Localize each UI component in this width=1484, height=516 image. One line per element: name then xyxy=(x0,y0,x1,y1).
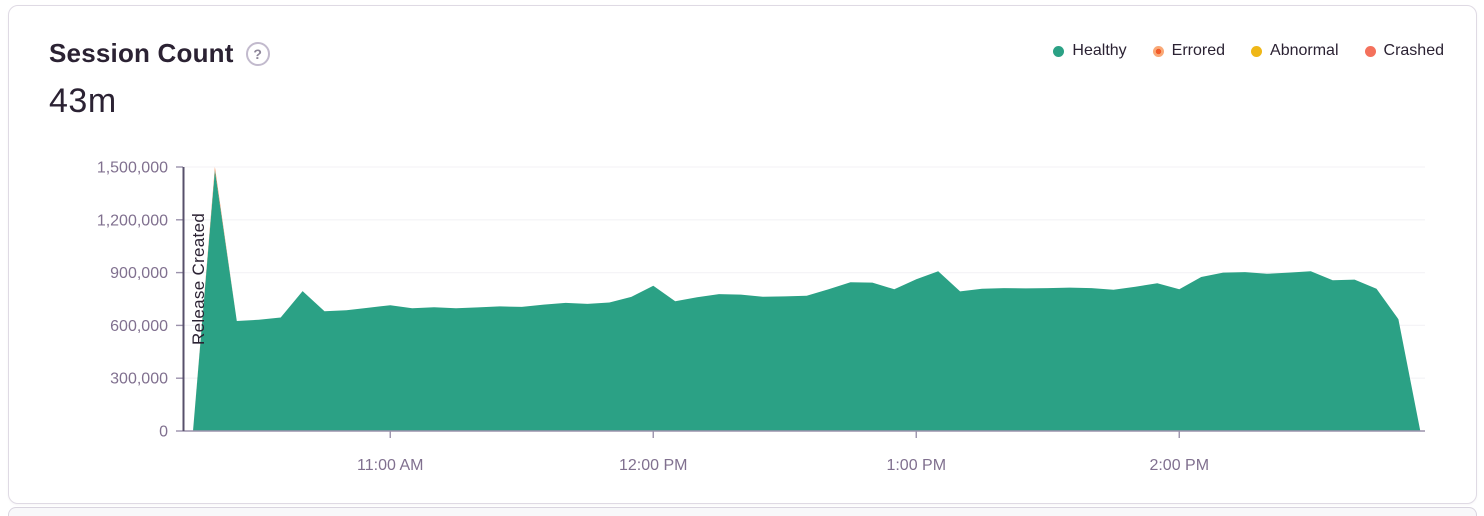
legend-label: Healthy xyxy=(1072,42,1127,59)
session-count-card: Session Count ? 43m Healthy Errored Abno… xyxy=(8,5,1477,504)
y-axis-label: 900,000 xyxy=(110,265,168,282)
card-header: Session Count ? xyxy=(49,38,270,69)
legend-label: Abnormal xyxy=(1270,42,1339,59)
abnormal-dot-icon xyxy=(1251,45,1263,57)
chart-legend: Healthy Errored Abnormal Crashed xyxy=(1053,42,1444,60)
x-axis-label: 2:00 PM xyxy=(1149,457,1209,474)
legend-item-crashed[interactable]: Crashed xyxy=(1364,42,1444,60)
healthy-dot-icon xyxy=(1053,45,1065,57)
legend-item-abnormal[interactable]: Abnormal xyxy=(1251,42,1339,60)
x-axis-label: 12:00 PM xyxy=(619,457,687,474)
next-panel-edge xyxy=(8,507,1477,516)
errored-dot-icon xyxy=(1152,45,1164,57)
legend-label: Crashed xyxy=(1383,42,1444,59)
panel-title: Session Count xyxy=(49,38,234,68)
y-axis-label: 1,200,000 xyxy=(97,212,168,229)
legend-item-healthy[interactable]: Healthy xyxy=(1053,42,1127,60)
help-icon[interactable]: ? xyxy=(245,41,270,66)
legend-label: Errored xyxy=(1171,42,1226,59)
y-axis-label: 0 xyxy=(159,424,168,441)
session-total: 43m xyxy=(49,82,117,120)
legend-item-errored[interactable]: Errored xyxy=(1152,42,1226,60)
release-created-label: Release Created xyxy=(189,213,208,345)
y-axis-label: 300,000 xyxy=(110,371,168,388)
y-axis-label: 1,500,000 xyxy=(97,160,168,177)
x-axis-label: 11:00 AM xyxy=(357,457,423,474)
healthy-area-series[interactable] xyxy=(193,170,1421,432)
y-axis-label: 600,000 xyxy=(110,318,168,335)
x-axis-label: 1:00 PM xyxy=(886,457,946,474)
crashed-dot-icon xyxy=(1364,45,1376,57)
